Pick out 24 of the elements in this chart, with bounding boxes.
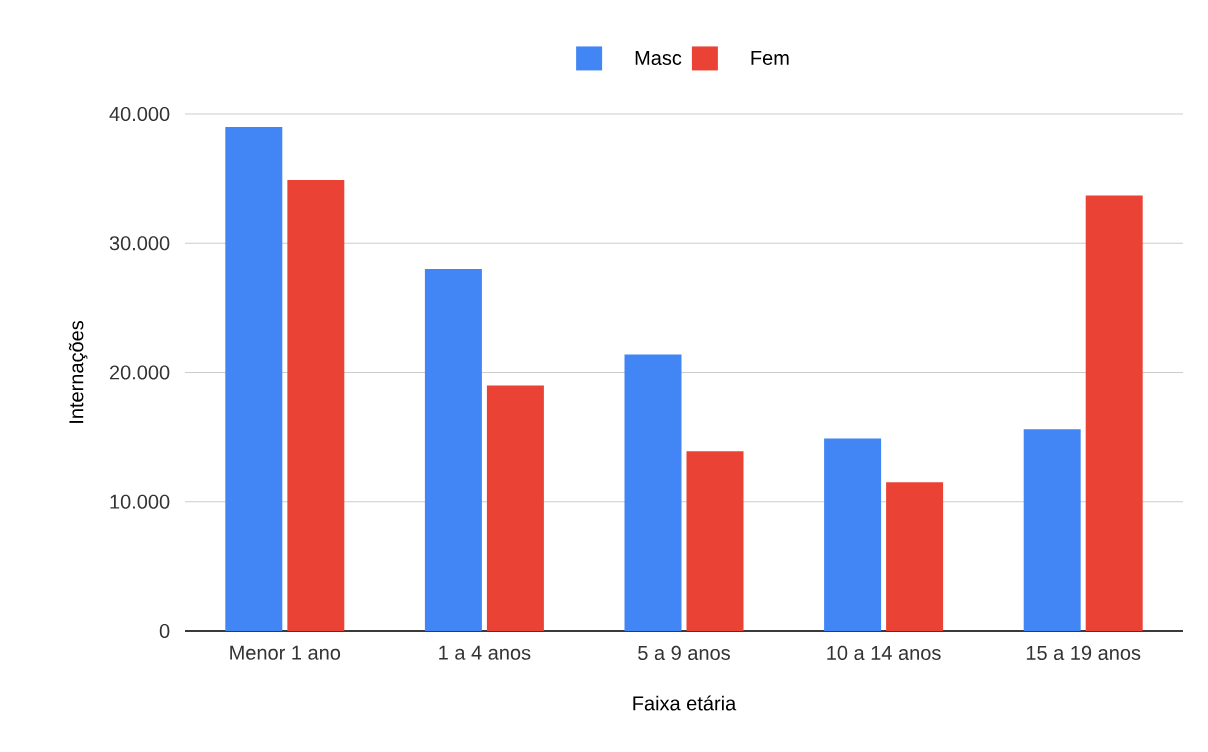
y-axis-title: Internações	[68, 320, 88, 423]
bar	[624, 354, 682, 631]
x-tick-label: 1 a 4 anos	[439, 645, 531, 660]
x-axis-title: Faixa etária	[633, 695, 737, 711]
bar	[686, 451, 744, 631]
legend-label: Fem	[751, 51, 789, 65]
y-tick-label: 30.000	[109, 236, 170, 251]
bar	[225, 126, 283, 631]
bar	[287, 179, 345, 631]
y-tick-label: 20.000	[109, 365, 170, 380]
y-tick-label: 0	[159, 623, 170, 639]
x-tick-label: 15 a 19 anos	[1026, 645, 1141, 661]
bar	[424, 269, 482, 631]
legend-label: Masc	[635, 51, 682, 65]
y-tick-label: 40.000	[109, 106, 170, 122]
bar	[824, 438, 882, 631]
x-tick-label: 10 a 14 anos	[827, 645, 941, 661]
y-tick-label: 10.000	[110, 494, 170, 509]
bar	[486, 385, 544, 631]
x-tick-label: 5 a 9 anos	[638, 645, 730, 661]
bar	[1023, 429, 1081, 631]
bar	[1085, 195, 1143, 631]
bar	[886, 482, 944, 631]
x-tick-label: Menor 1 ano	[230, 645, 341, 660]
